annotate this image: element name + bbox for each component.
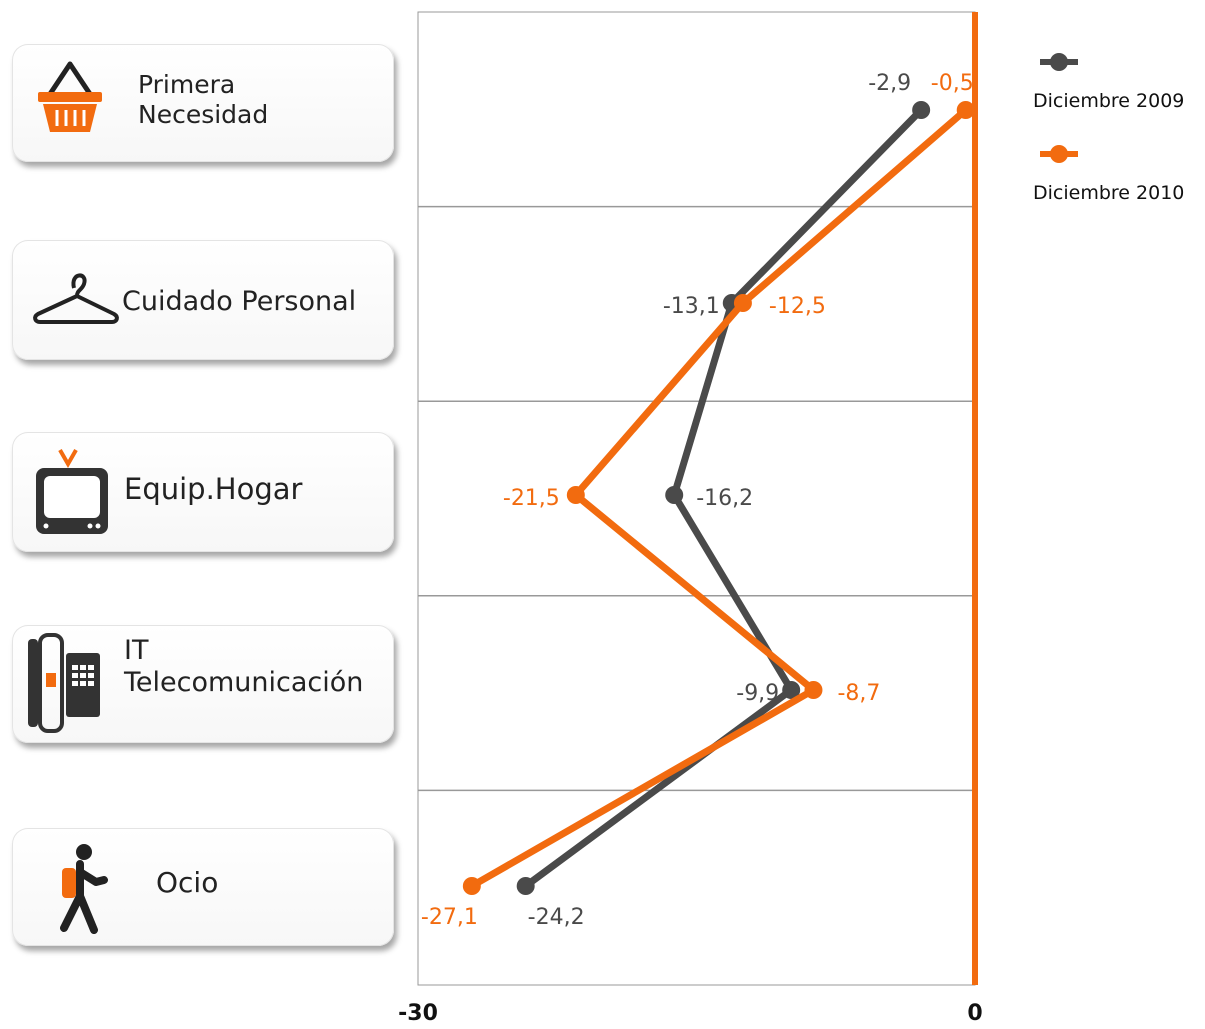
category-label-line: IT [124,635,149,666]
category-label: Ocio [156,866,218,900]
category-label: Cuidado Personal [122,286,356,318]
category-button-1[interactable]: Primera Necesidad [12,44,394,162]
category-button-5[interactable]: Ocio [12,828,394,946]
data-label: -12,5 [769,294,826,319]
category-button-4[interactable]: IT Telecomunicación [12,625,394,743]
data-point [804,681,823,699]
data-label: -16,2 [696,486,753,511]
category-label: IT Telecomunicación [124,635,363,700]
category-label-line: Telecomunicación [124,667,364,699]
x-tick-label: -30 [398,1001,438,1026]
category-label-line: Ocio [156,866,219,899]
category-label-line: Necesidad [138,100,269,129]
legend-marker [1050,53,1068,71]
walker-icon [46,842,126,943]
data-point [566,486,585,504]
x-tick-label: 0 [967,1001,982,1026]
category-label-line: Cuidado Personal [122,286,357,317]
data-point [733,294,752,312]
legend-label: Diciembre 2010 [1033,182,1184,204]
hanger-icon [30,268,122,333]
data-point [956,101,975,119]
category-label-line: Equip.Hogar [124,472,303,506]
category-label: Equip.Hogar [124,472,302,507]
data-label: -9,9 [736,681,779,706]
data-label: -0,5 [931,71,974,96]
category-button-3[interactable]: Equip.Hogar [12,432,394,552]
legend-marker [1050,145,1068,163]
data-label: -24,2 [528,905,585,930]
tv-icon [32,446,122,547]
legend-label: Diciembre 2009 [1033,90,1184,112]
data-point [665,486,684,504]
category-button-2[interactable]: Cuidado Personal [12,240,394,360]
data-point [912,101,931,119]
data-point [782,681,801,699]
category-label-line: Primera [138,70,236,99]
data-point [462,877,481,895]
category-label: Primera Necesidad [138,70,268,130]
basket-icon [30,58,120,143]
data-label: -2,9 [868,71,911,96]
data-label: -13,1 [663,294,720,319]
data-label: -8,7 [837,681,880,706]
phone-icon [22,631,112,740]
data-label: -27,1 [421,905,478,930]
data-label: -21,5 [503,486,560,511]
data-point [516,877,535,895]
